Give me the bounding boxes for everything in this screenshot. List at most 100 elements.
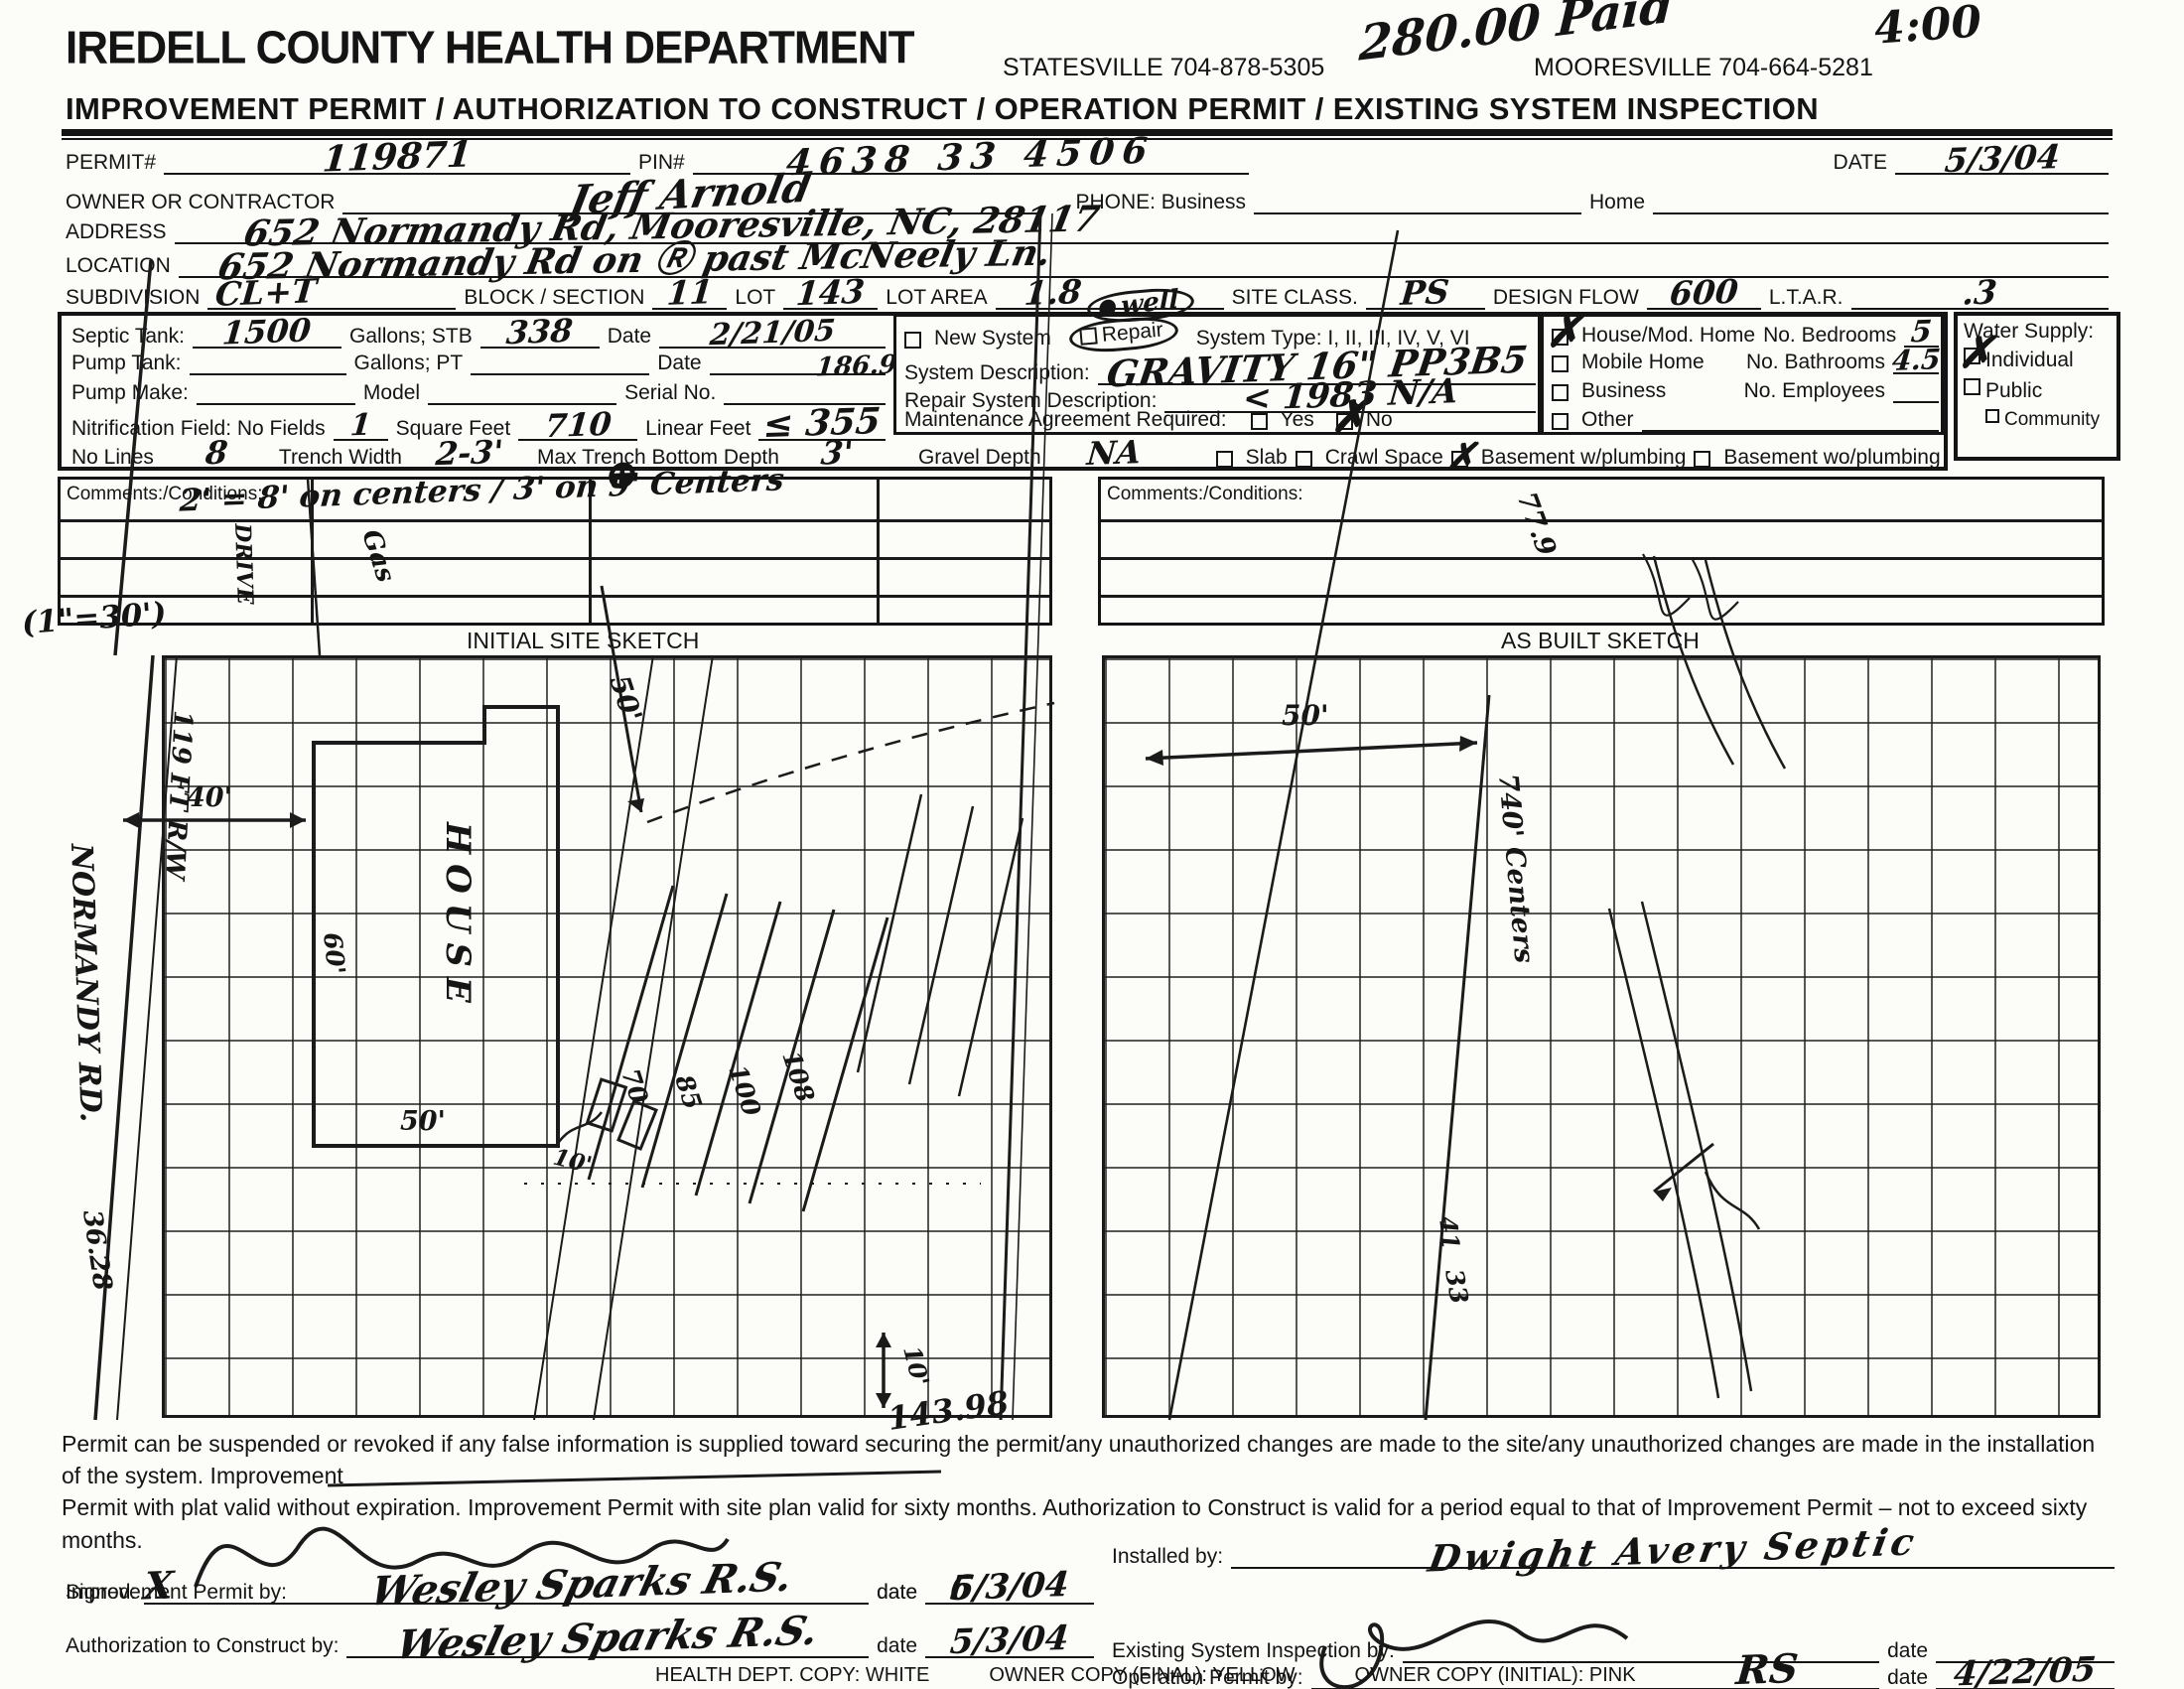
other-checkbox [1552, 413, 1569, 430]
serial-line [724, 378, 886, 405]
business-label: Business [1581, 379, 1667, 402]
comments-left-line1: 2' = 8' on centers / 3' on 9' Centers [178, 462, 786, 519]
mobile-home-label: Mobile Home [1581, 351, 1705, 374]
site-class-value: PS [1399, 272, 1451, 313]
legal-line-2: Permit with plat valid without expiratio… [62, 1494, 2088, 1553]
phone-business-line [1254, 188, 1582, 214]
authorization-by: Wesley Sparks R.S. [391, 1607, 825, 1669]
gravel-depth-line: NA [1048, 432, 1178, 474]
owner-line: Jeff Arnold [342, 164, 1038, 224]
water-public-checkbox [1964, 378, 1980, 395]
gravel-depth-value: NA [1085, 432, 1143, 474]
septic-gallons-value: 1500 [220, 311, 314, 352]
subdivision-line: CL+T [207, 271, 457, 314]
pin-line: 4638 33 4506 [692, 129, 1249, 185]
authorization-label: Authorization to Construct by: [66, 1634, 340, 1657]
comments-ruled-line [61, 557, 1049, 560]
copy-yellow-note: OWNER COPY (FINAL): YELLOW [989, 1664, 1296, 1686]
water-community-label: Community [2004, 409, 2101, 430]
no-lines-label: No Lines [71, 445, 154, 469]
basement-w-plumbing-checkbox: ✗ [1445, 437, 1477, 475]
septic-tank-label: Septic Tank: [71, 324, 186, 348]
nitrification-label: Nitrification Field: No Fields [71, 417, 326, 441]
pump-date-label: Date [657, 352, 702, 374]
crawl-space-checkbox [1295, 450, 1312, 468]
comments-right-box: Comments:/Conditions: 77.9 [1098, 477, 2105, 626]
improvement-date-value: 5/3/04 [948, 1565, 1071, 1610]
date-label: DATE [1833, 151, 1887, 175]
operation-permit-label: Operation Permit by: [1112, 1666, 1303, 1689]
signed-date-label: date [877, 1581, 917, 1604]
other-line [1641, 405, 1939, 432]
maintenance-no-label: No [1365, 408, 1393, 431]
septic-date-value: 2/21/05 [708, 313, 837, 353]
bedrooms-label: No. Bedrooms [1763, 324, 1897, 347]
other-label: Other [1581, 408, 1634, 431]
lot-area-value: 1.8 [1023, 271, 1084, 314]
lot-area-line: 1.8 ● well [995, 271, 1224, 327]
x-mark-icon: ✗ [1546, 307, 1582, 357]
date-value: 5/3/04 [1942, 136, 2062, 180]
design-flow-label: DESIGN FLOW [1492, 285, 1639, 309]
permit-value: 119871 [321, 133, 474, 181]
bedrooms-line: 5 [1904, 315, 1939, 350]
comments-divider [589, 480, 592, 623]
new-system-label: New System [934, 327, 1051, 350]
maintenance-yes-label: Yes [1280, 408, 1314, 431]
asbuilt-sketch-grid [1102, 655, 2101, 1418]
comments-ruled-line [61, 595, 1049, 598]
address-label: ADDRESS [66, 220, 167, 244]
improvement-date-label: date [877, 1581, 917, 1604]
comments-divider [877, 480, 880, 623]
existing-date-line [1936, 1636, 2115, 1663]
bathrooms-line: 4.5 [1890, 343, 1942, 377]
initial-sketch-grid [162, 655, 1052, 1418]
subtitle-double-rule [62, 129, 2113, 140]
design-flow-line: 600 [1646, 272, 1761, 313]
ltar-label: L.T.A.R. [1768, 285, 1843, 309]
signature-path [1318, 1619, 1628, 1689]
comments-ruled-line [1101, 519, 2102, 522]
existing-inspection-label: Existing System Inspection by: [1112, 1639, 1395, 1662]
pump-make-label: Pump Make: [71, 381, 189, 404]
system-spec-box: Septic Tank: 1500 Gallons; STB 338 Date … [58, 307, 1948, 475]
fields-count-line: 1 [333, 407, 388, 444]
department-title: IREDELL COUNTY HEALTH DEPARTMENT [66, 22, 915, 74]
trench-depth-line: 3' [786, 433, 887, 473]
authorization-date-value: 5/3/04 [948, 1619, 1071, 1663]
fields-count-value: 1 [348, 407, 373, 444]
water-community-checkbox [1985, 409, 1999, 423]
mobile-home-checkbox [1552, 355, 1569, 373]
phone-business-label: PHONE: Business [1075, 191, 1247, 213]
installed-by-label: Installed by: [1112, 1545, 1224, 1569]
block-section-value: 11 [665, 272, 715, 313]
mooresville-phone: MOORESVILLE 704-664-5281 [1534, 54, 1873, 81]
signed-signature-scrawl [193, 1526, 730, 1588]
time-note: 4:00 [1872, 0, 1983, 55]
authorization-line: Wesley Sparks R.S. [346, 1607, 870, 1669]
pump-date-line [709, 349, 886, 375]
elevation-note: 186.9 [814, 350, 898, 383]
subdivision-value: CL+T [213, 271, 319, 314]
location-label: LOCATION [66, 254, 171, 278]
x-mark-icon: ✗ [1444, 433, 1477, 479]
location-value: 652 Normandy Rd on Ⓡ past McNeely Ln. [213, 231, 1055, 289]
installed-by-line: Dwight Avery Septic [1231, 1519, 2115, 1581]
improvement-permit-by: Wesley Sparks R.S. [365, 1553, 798, 1616]
stb-line: 338 [479, 312, 600, 352]
home-line [1653, 188, 2109, 214]
house-label: House/Mod. Home [1581, 324, 1756, 347]
gravel-depth-label: Gravel Depth [917, 445, 1041, 469]
repair-checkbox [1079, 326, 1098, 346]
statesville-phone: STATESVILLE 704-878-5305 [1003, 54, 1325, 81]
improvement-permit-label: Improvement Permit by: [66, 1581, 287, 1604]
x-mark-icon: ✗ [1958, 328, 1994, 378]
basement-w-plumbing-label: Basement w/plumbing [1480, 445, 1687, 469]
water-public-label: Public [1985, 379, 2043, 402]
operation-date-label: date [1887, 1666, 1928, 1689]
water-individual-label: Individual [1985, 349, 2074, 371]
comments-ruled-line [1101, 557, 2102, 560]
initial-sketch-title: INITIAL SITE SKETCH [467, 628, 700, 653]
water-supply-title: Water Supply: [1964, 320, 2095, 343]
trench-width-value: 2-3' [434, 432, 505, 474]
